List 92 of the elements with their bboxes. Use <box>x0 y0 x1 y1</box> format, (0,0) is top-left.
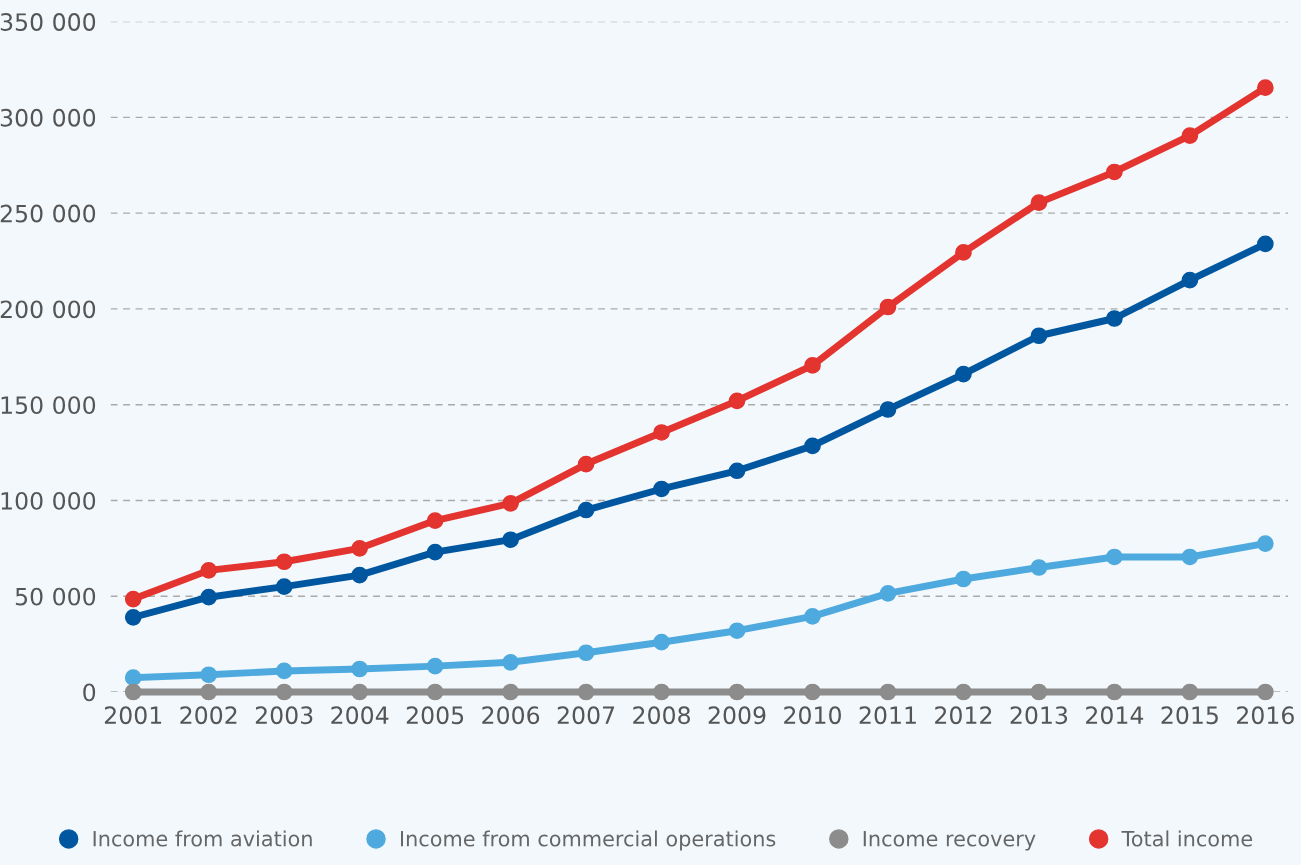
x-tick-label: 2011 <box>859 706 916 725</box>
point <box>804 357 821 374</box>
point <box>1030 327 1048 345</box>
y-tick-label: 350 000 <box>0 13 96 31</box>
x-tick-label: 2006 <box>482 706 540 725</box>
point <box>1030 194 1048 211</box>
x-tick-label: 2013 <box>1010 706 1068 725</box>
point <box>1257 235 1274 253</box>
point <box>577 683 595 701</box>
point <box>502 683 519 701</box>
point <box>1106 163 1123 181</box>
point <box>200 588 218 606</box>
point <box>653 633 670 651</box>
point <box>653 480 670 498</box>
point <box>728 462 746 480</box>
point <box>1106 683 1123 701</box>
point <box>653 683 670 701</box>
y-tick-label: 150 000 <box>1 396 96 414</box>
x-tick-label: 2010 <box>784 706 841 725</box>
point <box>200 562 218 579</box>
point <box>879 401 897 418</box>
point <box>426 657 444 675</box>
point <box>1030 559 1048 576</box>
point <box>351 566 368 584</box>
point <box>879 585 897 602</box>
point <box>728 392 746 410</box>
point <box>879 683 897 701</box>
y-tick-label: 0 <box>83 683 96 702</box>
point <box>200 683 218 701</box>
point <box>275 683 293 701</box>
point <box>879 298 897 316</box>
point <box>804 608 821 625</box>
x-tick-label: 2015 <box>1161 706 1218 725</box>
legend-label: Income recovery <box>863 831 1036 851</box>
x-tick-label: 2012 <box>935 706 992 725</box>
point <box>1257 79 1274 97</box>
y-tick-label: 300 000 <box>0 108 96 127</box>
point <box>728 622 746 640</box>
point <box>502 495 519 512</box>
point <box>1181 271 1199 289</box>
point <box>124 590 142 608</box>
legend-label: Income from commercial operations <box>400 830 776 851</box>
point <box>124 683 142 701</box>
point <box>955 365 972 383</box>
point <box>955 570 972 588</box>
point <box>1257 535 1274 552</box>
point <box>728 683 746 701</box>
point <box>1106 310 1123 327</box>
point <box>351 540 368 557</box>
x-tick-label: 2001 <box>104 706 162 725</box>
point <box>351 660 368 678</box>
x-tick-label: 2016 <box>1237 706 1294 725</box>
y-tick-label: 250 000 <box>0 204 96 223</box>
x-tick-label: 2004 <box>331 706 389 725</box>
point <box>502 653 519 671</box>
point <box>124 669 142 686</box>
point <box>804 437 821 455</box>
y-tick-label: 200 000 <box>0 300 96 319</box>
legend-label: Total income <box>1121 830 1253 847</box>
x-tick-label: 2009 <box>708 706 766 725</box>
point <box>1030 683 1048 701</box>
y-tick-label: 100 000 <box>1 491 96 510</box>
x-tick-label: 2005 <box>406 706 464 725</box>
x-tick-label: 2007 <box>557 706 615 725</box>
point <box>577 501 595 519</box>
point <box>351 683 368 701</box>
point <box>1181 127 1199 144</box>
point <box>1181 683 1199 701</box>
point <box>1181 548 1199 566</box>
point <box>1257 683 1274 701</box>
point <box>426 512 444 529</box>
x-tick-label: 2002 <box>180 706 237 725</box>
point <box>502 531 519 549</box>
x-tick-label: 2003 <box>255 706 313 725</box>
x-tick-label: 2014 <box>1086 706 1144 725</box>
point <box>275 662 293 680</box>
point <box>955 683 972 701</box>
point <box>577 644 595 662</box>
point <box>426 683 444 701</box>
point <box>1106 548 1123 566</box>
x-tick-label: 2008 <box>633 706 690 725</box>
point <box>955 244 972 261</box>
point <box>200 666 218 684</box>
point <box>275 578 293 595</box>
y-tick-label: 50 000 <box>15 587 96 606</box>
point <box>653 424 670 441</box>
legend-label: Income from aviation <box>93 830 312 847</box>
point <box>577 455 595 473</box>
point <box>124 608 142 626</box>
point <box>426 543 444 561</box>
point <box>804 683 821 701</box>
point <box>275 553 293 571</box>
